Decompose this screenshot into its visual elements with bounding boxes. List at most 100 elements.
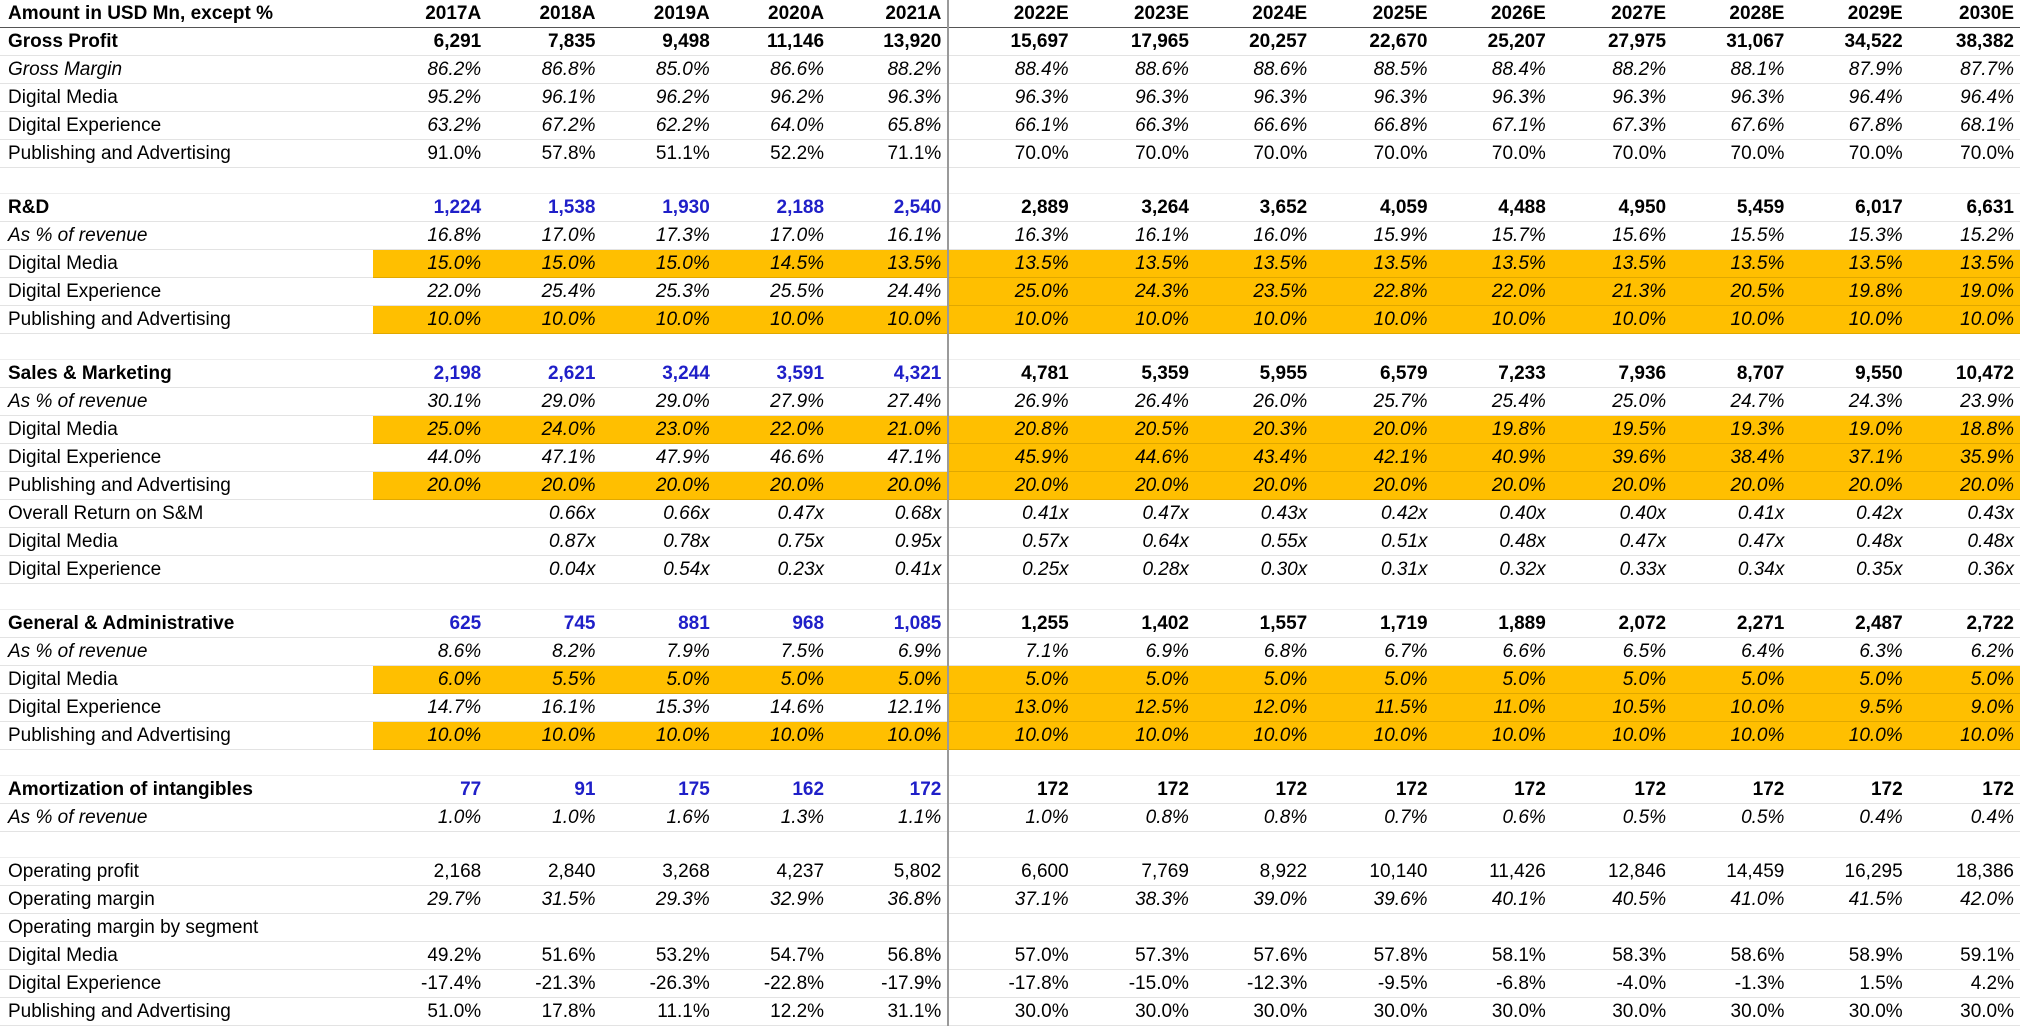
- row-label-cell[interactable]: Digital Media: [0, 83, 373, 112]
- value-cell[interactable]: 13.5%: [1908, 249, 2020, 278]
- value-cell[interactable]: 2,188: [715, 193, 831, 222]
- row-label-cell[interactable]: R&D: [0, 193, 373, 222]
- value-cell[interactable]: 5,359: [1074, 359, 1195, 388]
- value-cell[interactable]: 1,538: [487, 193, 602, 222]
- value-cell[interactable]: 70.0%: [1194, 139, 1314, 168]
- value-cell[interactable]: 27.9%: [715, 387, 831, 416]
- value-cell[interactable]: 3,591: [715, 359, 831, 388]
- value-cell[interactable]: 46.6%: [715, 443, 831, 472]
- value-cell[interactable]: [1074, 831, 1195, 858]
- value-cell[interactable]: 0.41x: [830, 555, 950, 584]
- value-cell[interactable]: 10.0%: [1313, 305, 1434, 334]
- value-cell[interactable]: 25.4%: [1433, 387, 1552, 416]
- value-cell[interactable]: 0.68x: [830, 499, 950, 528]
- value-cell[interactable]: [1313, 831, 1434, 858]
- value-cell[interactable]: 3,244: [601, 359, 716, 388]
- value-cell[interactable]: 20.0%: [487, 471, 602, 500]
- value-cell[interactable]: 13.5%: [1074, 249, 1195, 278]
- value-cell[interactable]: 5.0%: [715, 665, 831, 694]
- value-cell[interactable]: [1908, 749, 2020, 776]
- value-cell[interactable]: 19.0%: [1908, 277, 2020, 306]
- value-cell[interactable]: [1313, 749, 1434, 776]
- value-cell[interactable]: [830, 913, 950, 942]
- value-cell[interactable]: 1.3%: [715, 803, 831, 832]
- row-label-cell[interactable]: [0, 749, 373, 776]
- value-cell[interactable]: 6,579: [1313, 359, 1434, 388]
- value-cell[interactable]: 11.0%: [1433, 693, 1552, 722]
- value-cell[interactable]: 45.9%: [948, 443, 1075, 472]
- value-cell[interactable]: 22,670: [1313, 27, 1434, 56]
- value-cell[interactable]: 10.0%: [1908, 721, 2020, 750]
- value-cell[interactable]: 34,522: [1790, 27, 1909, 56]
- value-cell[interactable]: 0.48x: [1790, 527, 1909, 556]
- value-cell[interactable]: [1074, 749, 1195, 776]
- value-cell[interactable]: 13,920: [830, 27, 950, 56]
- value-cell[interactable]: 66.8%: [1313, 111, 1434, 140]
- row-label-cell[interactable]: [0, 831, 373, 858]
- value-cell[interactable]: 23.9%: [1908, 387, 2020, 416]
- value-cell[interactable]: [487, 333, 602, 360]
- value-cell[interactable]: 0.43x: [1908, 499, 2020, 528]
- value-cell[interactable]: 5,802: [830, 857, 950, 886]
- value-cell[interactable]: 6,631: [1908, 193, 2020, 222]
- row-label-cell[interactable]: Sales & Marketing: [0, 359, 373, 388]
- value-cell[interactable]: 1.5%: [1790, 969, 1909, 998]
- value-cell[interactable]: 12,846: [1551, 857, 1673, 886]
- value-cell[interactable]: 20.0%: [1908, 471, 2020, 500]
- value-cell[interactable]: 10,140: [1313, 857, 1434, 886]
- value-cell[interactable]: 20.8%: [948, 415, 1075, 444]
- value-cell[interactable]: 37.1%: [948, 885, 1075, 914]
- value-cell[interactable]: 25.4%: [487, 277, 602, 306]
- value-cell[interactable]: 10.0%: [948, 721, 1075, 750]
- value-cell[interactable]: [372, 499, 488, 528]
- year-header-cell[interactable]: 2017A: [372, 0, 488, 28]
- value-cell[interactable]: 44.6%: [1074, 443, 1195, 472]
- value-cell[interactable]: 47.1%: [830, 443, 950, 472]
- value-cell[interactable]: 25.0%: [372, 415, 488, 444]
- value-cell[interactable]: [1672, 913, 1791, 942]
- value-cell[interactable]: 10.0%: [372, 305, 488, 334]
- value-cell[interactable]: 10.0%: [1313, 721, 1434, 750]
- value-cell[interactable]: 13.5%: [1194, 249, 1314, 278]
- value-cell[interactable]: 0.40x: [1551, 499, 1673, 528]
- value-cell[interactable]: [487, 831, 602, 858]
- value-cell[interactable]: 24.3%: [1790, 387, 1909, 416]
- value-cell[interactable]: 19.8%: [1790, 277, 1909, 306]
- value-cell[interactable]: 10.0%: [1551, 305, 1673, 334]
- value-cell[interactable]: -17.9%: [830, 969, 950, 998]
- value-cell[interactable]: 0.34x: [1672, 555, 1791, 584]
- value-cell[interactable]: [1194, 913, 1314, 942]
- value-cell[interactable]: 7,936: [1551, 359, 1673, 388]
- value-cell[interactable]: 13.5%: [1672, 249, 1791, 278]
- value-cell[interactable]: 70.0%: [948, 139, 1075, 168]
- value-cell[interactable]: 96.3%: [1551, 83, 1673, 112]
- value-cell[interactable]: [1433, 831, 1552, 858]
- value-cell[interactable]: 20.0%: [1433, 471, 1552, 500]
- value-cell[interactable]: 15.9%: [1313, 221, 1434, 250]
- value-cell[interactable]: 10.0%: [1551, 721, 1673, 750]
- value-cell[interactable]: [715, 913, 831, 942]
- value-cell[interactable]: 8.6%: [372, 637, 488, 666]
- value-cell[interactable]: [1074, 167, 1195, 194]
- value-cell[interactable]: 10.0%: [487, 305, 602, 334]
- value-cell[interactable]: 7.1%: [948, 637, 1075, 666]
- value-cell[interactable]: 11,426: [1433, 857, 1552, 886]
- value-cell[interactable]: 31.5%: [487, 885, 602, 914]
- value-cell[interactable]: [487, 749, 602, 776]
- value-cell[interactable]: 10.0%: [1790, 305, 1909, 334]
- value-cell[interactable]: 1,719: [1313, 609, 1434, 638]
- value-cell[interactable]: [1433, 749, 1552, 776]
- year-header-cell[interactable]: 2025E: [1313, 0, 1434, 28]
- value-cell[interactable]: 88.4%: [1433, 55, 1552, 84]
- value-cell[interactable]: 5,459: [1672, 193, 1791, 222]
- value-cell[interactable]: [1313, 167, 1434, 194]
- value-cell[interactable]: 0.57x: [948, 527, 1075, 556]
- value-cell[interactable]: 0.48x: [1908, 527, 2020, 556]
- value-cell[interactable]: 96.3%: [830, 83, 950, 112]
- value-cell[interactable]: [372, 167, 488, 194]
- value-cell[interactable]: 7,233: [1433, 359, 1552, 388]
- value-cell[interactable]: 70.0%: [1433, 139, 1552, 168]
- value-cell[interactable]: 42.1%: [1313, 443, 1434, 472]
- value-cell[interactable]: 10.0%: [1194, 721, 1314, 750]
- year-header-cell[interactable]: 2024E: [1194, 0, 1314, 28]
